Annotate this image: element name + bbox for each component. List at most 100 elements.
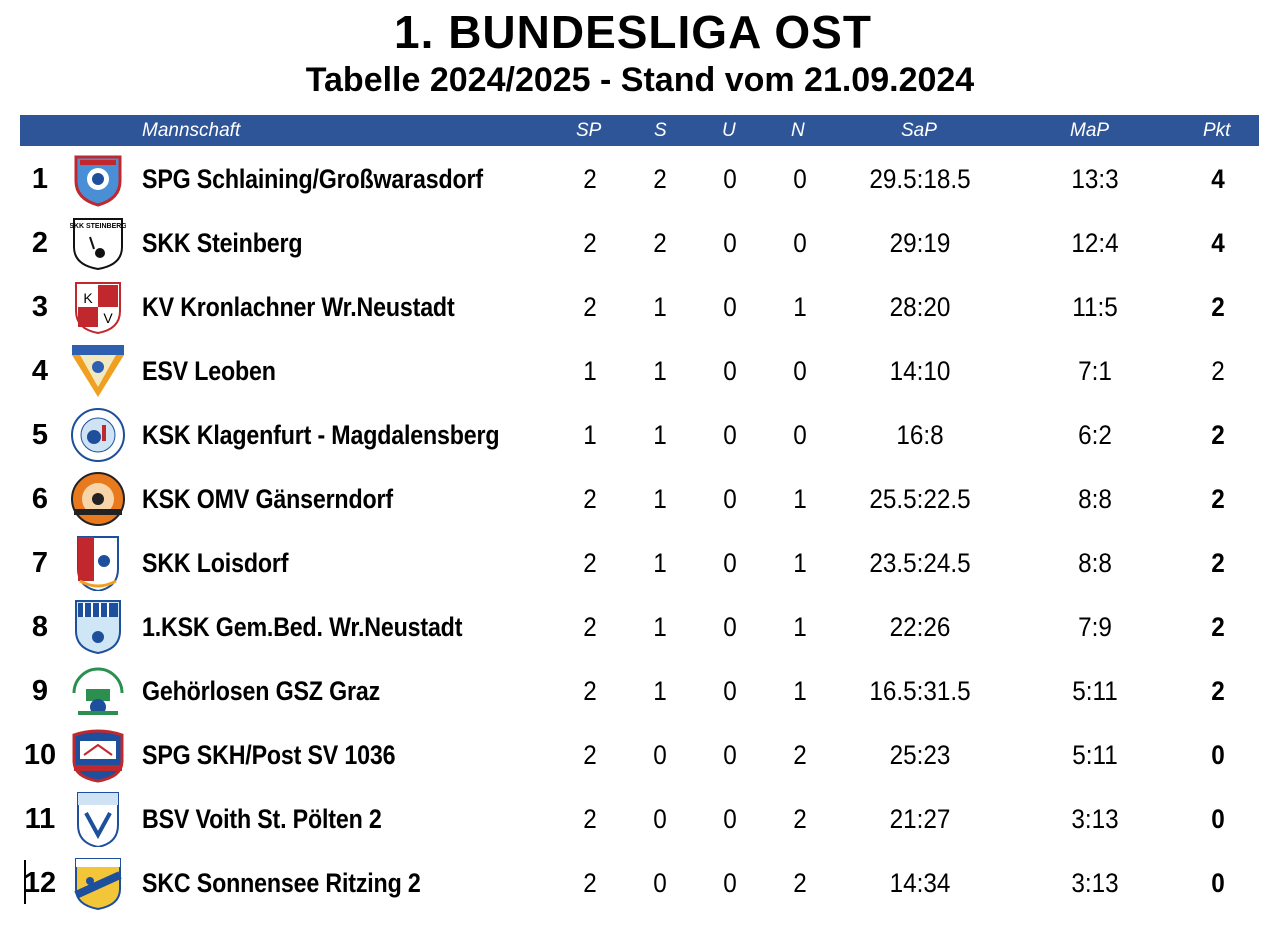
- rank-cell: 1: [31, 163, 49, 195]
- header-u: U: [722, 120, 736, 141]
- team-logo-icon: [70, 407, 126, 463]
- sap-cell: 16.5:31.5: [869, 676, 971, 706]
- s-cell: 1: [653, 356, 667, 386]
- sp-cell: 2: [583, 228, 597, 258]
- rank-cell: 2: [31, 227, 49, 259]
- header-n: N: [791, 120, 805, 141]
- pkt-cell: 2: [1211, 612, 1225, 642]
- sap-cell: 29.5:18.5: [869, 164, 971, 194]
- sp-cell: 2: [583, 548, 597, 578]
- sp-cell: 2: [583, 676, 597, 706]
- sap-cell: 25.5:22.5: [869, 484, 971, 514]
- u-cell: 0: [723, 228, 737, 258]
- map-cell: 3:13: [1071, 804, 1119, 834]
- table-row: 6 KSK OMV Gänserndorf 2 1 0 1 25.5:22.5 8:8 2: [20, 467, 1259, 531]
- team-logo-icon: [70, 343, 126, 399]
- table-row: 2 SKK STEINBERG SKK Steinberg 2 2 0 0 29:19 12:4…: [20, 211, 1259, 275]
- team-name-cell: SKC Sonnensee Ritzing 2: [142, 868, 421, 898]
- u-cell: 0: [723, 292, 737, 322]
- map-cell: 5:11: [1072, 740, 1118, 770]
- n-cell: 1: [793, 484, 807, 514]
- n-cell: 2: [793, 804, 807, 834]
- u-cell: 0: [723, 612, 737, 642]
- header-s: S: [654, 120, 667, 141]
- s-cell: 2: [653, 228, 667, 258]
- team-name-cell: KSK OMV Gänserndorf: [142, 484, 393, 514]
- sap-cell: 16:8: [896, 420, 944, 450]
- map-cell: 6:2: [1078, 420, 1112, 450]
- sap-cell: 14:34: [889, 868, 951, 898]
- pkt-cell: 2: [1211, 484, 1225, 514]
- table-row: 5 KSK Klagenfurt - Magdalensberg 1 1 0 0 16:8 6…: [20, 403, 1259, 467]
- u-cell: 0: [723, 420, 737, 450]
- team-name-cell: SKK Loisdorf: [142, 548, 289, 578]
- team-logo-icon: [70, 151, 126, 207]
- sp-cell: 2: [583, 612, 597, 642]
- team-name-cell: KSK Klagenfurt - Magdalensberg: [142, 420, 500, 450]
- map-cell: 13:3: [1071, 164, 1119, 194]
- n-cell: 0: [793, 164, 807, 194]
- u-cell: 0: [723, 548, 737, 578]
- sp-cell: 2: [583, 868, 597, 898]
- sap-cell: 23.5:24.5: [869, 548, 971, 578]
- team-logo-icon: [70, 791, 126, 849]
- sap-cell: 29:19: [889, 228, 951, 258]
- s-cell: 1: [653, 292, 667, 322]
- header-mannschaft: Mannschaft: [142, 120, 241, 141]
- table-row: 3 K V KV Kronlachner Wr.Neustadt 2 1 0 1 28:20 11…: [20, 275, 1259, 339]
- n-cell: 0: [793, 356, 807, 386]
- u-cell: 0: [723, 676, 737, 706]
- pkt-cell: 2: [1211, 548, 1225, 578]
- sp-cell: 2: [583, 740, 597, 770]
- s-cell: 1: [653, 612, 667, 642]
- n-cell: 1: [793, 292, 807, 322]
- n-cell: 0: [793, 228, 807, 258]
- team-name-cell: Gehörlosen GSZ Graz: [142, 676, 381, 706]
- u-cell: 0: [723, 356, 737, 386]
- table-row: 9 Gehörlosen GSZ Graz 2 1 0 1 16.5:31.5 5:11 2: [20, 659, 1259, 723]
- pkt-cell: 0: [1211, 804, 1225, 834]
- team-name-cell: SKK Steinberg: [142, 228, 303, 258]
- sap-cell: 14:10: [889, 356, 951, 386]
- table-row: 8 1.KSK Gem.Bed. Wr.Neustadt 2 1 0 1 22:26 7:9 2: [20, 595, 1259, 659]
- u-cell: 0: [723, 868, 737, 898]
- u-cell: 0: [723, 484, 737, 514]
- page-subtitle: Tabelle 2024/2025 - Stand vom 21.09.2024: [305, 61, 975, 99]
- n-cell: 1: [793, 612, 807, 642]
- u-cell: 0: [723, 164, 737, 194]
- rank-cell: 11: [24, 803, 56, 835]
- team-logo-icon: [70, 855, 126, 911]
- rank-cell: 10: [23, 739, 57, 771]
- sp-cell: 2: [583, 164, 597, 194]
- rank-cell: 3: [31, 291, 49, 323]
- n-cell: 0: [793, 420, 807, 450]
- table-row: 12 SKC Sonnensee Ritzing 2 2 0 0 2 14:34 3:13 0: [20, 851, 1259, 915]
- sap-cell: 21:27: [889, 804, 951, 834]
- map-cell: 8:8: [1078, 484, 1112, 514]
- table-row: 1 SPG Schlaining/Großwarasdorf 2 2 0 0 29.5:18…: [20, 147, 1259, 211]
- sp-cell: 2: [583, 804, 597, 834]
- n-cell: 2: [793, 868, 807, 898]
- map-cell: 5:11: [1072, 676, 1118, 706]
- team-logo-icon: [70, 471, 126, 527]
- sap-cell: 28:20: [889, 292, 951, 322]
- pkt-cell: 0: [1211, 868, 1225, 898]
- s-cell: 2: [653, 164, 667, 194]
- header-sp: SP: [576, 120, 602, 141]
- s-cell: 1: [653, 484, 667, 514]
- team-name-cell: 1.KSK Gem.Bed. Wr.Neustadt: [142, 612, 463, 642]
- team-name-cell: ESV Leoben: [142, 356, 276, 386]
- header-sap: SaP: [901, 120, 937, 141]
- u-cell: 0: [723, 804, 737, 834]
- n-cell: 2: [793, 740, 807, 770]
- rank-cell: 6: [31, 483, 49, 515]
- sap-cell: 25:23: [889, 740, 951, 770]
- team-logo-icon: [70, 535, 126, 593]
- map-cell: 8:8: [1078, 548, 1112, 578]
- team-name-cell: KV Kronlachner Wr.Neustadt: [142, 292, 455, 322]
- rank-cell: 12: [23, 867, 57, 899]
- page-title: 1. BUNDESLIGA OST: [394, 6, 872, 58]
- pkt-cell: 0: [1211, 740, 1225, 770]
- pkt-cell: 2: [1211, 356, 1225, 386]
